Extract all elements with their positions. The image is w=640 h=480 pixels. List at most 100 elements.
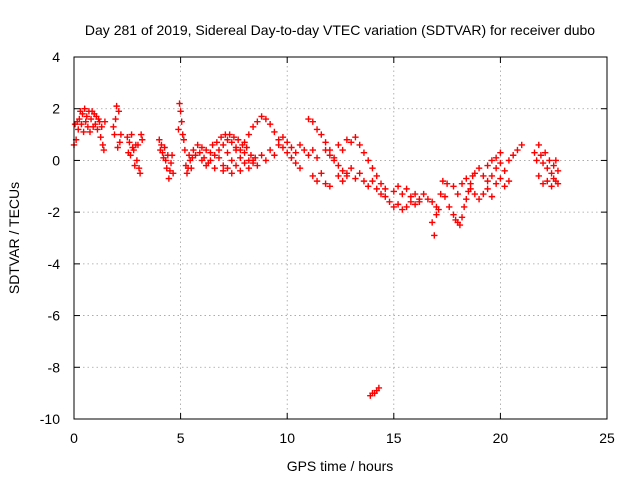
data-point	[433, 211, 440, 218]
data-point	[475, 196, 483, 203]
data-point	[241, 139, 248, 146]
data-point	[497, 149, 504, 156]
data-point	[454, 190, 461, 198]
data-point	[245, 131, 253, 138]
data-point	[377, 190, 385, 198]
data-point	[232, 162, 240, 169]
data-point	[194, 141, 201, 149]
data-point	[441, 193, 449, 200]
data-point	[190, 146, 197, 154]
data-point	[230, 133, 238, 141]
data-point	[443, 180, 451, 187]
data-point	[554, 180, 562, 187]
data-point	[411, 190, 419, 198]
data-point	[428, 198, 436, 205]
data-point	[546, 157, 553, 164]
data-point	[322, 180, 329, 187]
data-point	[428, 219, 436, 226]
data-point	[501, 183, 508, 190]
data-point	[369, 164, 376, 172]
data-point	[484, 162, 491, 169]
x-tick-label: 25	[599, 430, 615, 446]
data-point	[309, 118, 316, 125]
data-point	[480, 172, 487, 180]
data-point	[83, 113, 90, 120]
data-point	[224, 136, 231, 143]
data-point	[471, 190, 479, 198]
data-point	[544, 164, 551, 172]
data-point	[326, 183, 334, 190]
data-point	[318, 131, 325, 138]
data-point	[533, 157, 540, 164]
data-point	[262, 115, 270, 123]
data-point	[416, 198, 423, 205]
data-point	[94, 126, 101, 133]
data-point	[202, 146, 210, 154]
data-point	[535, 141, 542, 149]
data-point	[352, 175, 359, 182]
chart-title: Day 281 of 2019, Sidereal Day-to-day VTE…	[85, 22, 595, 38]
data-point	[309, 146, 316, 154]
data-point	[514, 146, 521, 154]
data-point	[175, 126, 182, 133]
data-point	[550, 162, 557, 169]
plot-frame	[73, 56, 608, 420]
data-points	[70, 100, 562, 399]
data-point	[488, 157, 496, 164]
data-point	[411, 201, 419, 208]
data-point	[492, 164, 500, 172]
y-tick-label: 2	[52, 101, 60, 117]
data-point	[180, 136, 187, 143]
y-axis-label: SDTVAR / TECUs	[6, 182, 22, 294]
data-point	[262, 157, 270, 164]
data-point	[224, 149, 231, 156]
data-point	[343, 136, 351, 143]
y-tick-label: -10	[40, 411, 60, 427]
data-point	[375, 384, 383, 392]
data-point	[169, 170, 177, 177]
data-point	[539, 159, 547, 167]
data-point	[165, 175, 173, 182]
data-point	[279, 144, 287, 151]
data-point	[550, 175, 557, 182]
data-point	[292, 159, 299, 167]
data-point	[139, 136, 146, 143]
data-point	[394, 183, 402, 190]
data-point	[275, 141, 282, 149]
data-point	[228, 157, 235, 164]
data-point	[399, 206, 406, 213]
data-point	[237, 167, 244, 174]
data-point	[309, 172, 316, 180]
data-point	[531, 149, 538, 156]
data-point	[279, 133, 287, 141]
data-point	[247, 152, 255, 159]
data-point	[81, 105, 88, 112]
data-point	[198, 144, 206, 151]
data-point	[458, 214, 466, 221]
data-point	[217, 133, 225, 141]
data-point	[126, 139, 133, 146]
data-point	[403, 185, 410, 193]
data-point	[113, 102, 120, 110]
data-point	[484, 185, 491, 193]
data-point	[386, 198, 393, 205]
data-point	[131, 162, 138, 169]
data-point	[296, 164, 304, 172]
data-point	[124, 133, 131, 141]
data-point	[177, 108, 184, 115]
data-point	[161, 144, 168, 151]
data-point	[492, 154, 500, 162]
data-point	[254, 118, 261, 125]
data-point	[266, 146, 274, 154]
data-point	[360, 149, 368, 156]
data-point	[390, 203, 397, 211]
x-axis-label: GPS time / hours	[287, 458, 394, 474]
data-point	[352, 133, 359, 141]
data-point	[492, 180, 500, 187]
data-point	[377, 180, 385, 187]
y-tick-label: -4	[48, 256, 61, 272]
data-point	[313, 126, 321, 133]
data-point	[135, 164, 143, 172]
data-point	[335, 162, 342, 169]
data-point	[245, 164, 253, 172]
